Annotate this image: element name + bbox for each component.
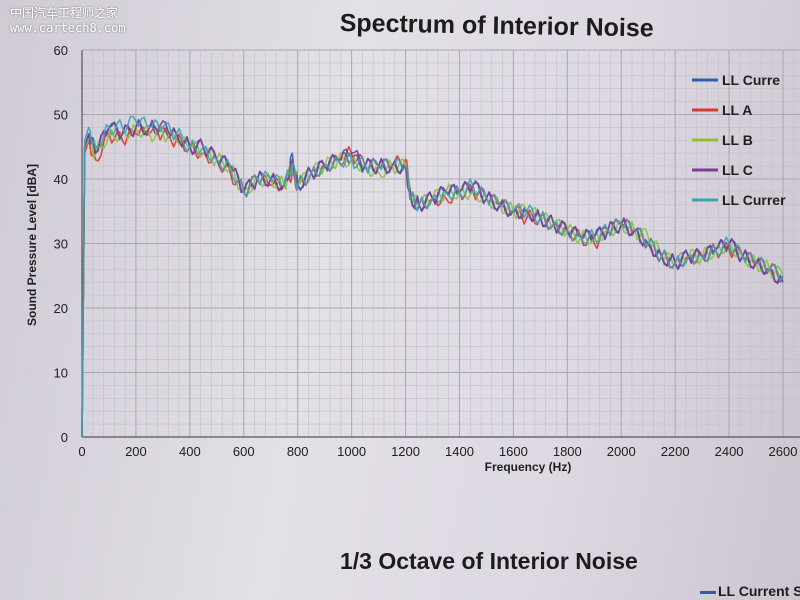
x-tick-label: 1200: [391, 444, 420, 459]
watermark-brand: 中国汽车工程师之家: [10, 6, 119, 20]
series-line-3: [81, 118, 784, 438]
series-line-2: [81, 124, 784, 438]
y-tick-label: 50: [54, 108, 68, 123]
x-tick-label: 400: [179, 444, 201, 459]
second-chart-title: 1/3 Octave of Interior Noise: [340, 548, 638, 574]
y-axis-label: Sound Pressure Level [dBA]: [25, 164, 39, 326]
x-tick-label: 1400: [445, 444, 474, 459]
chart-grid: [81, 49, 800, 438]
x-tick-label: 800: [287, 444, 309, 459]
second-chart-legend-label: LL Current Sp: [718, 583, 800, 599]
x-tick-label: 1000: [337, 444, 366, 459]
x-tick-label: 2600: [769, 444, 798, 459]
legend-label-2: LL B: [722, 132, 753, 148]
y-tick-label: 40: [54, 172, 68, 187]
x-tick-label: 2200: [661, 444, 690, 459]
legend-label-3: LL C: [722, 162, 753, 178]
series-line-1: [81, 125, 784, 438]
legend-label-4: LL Currer: [722, 192, 786, 208]
y-tick-label: 10: [54, 366, 68, 381]
x-tick-label: 2400: [715, 444, 744, 459]
watermark-site: www.cartech8.com: [10, 21, 126, 35]
y-tick-label: 60: [54, 43, 68, 58]
second-chart-legend: LL Current Sp: [700, 583, 800, 599]
watermark: 中国汽车工程师之家 www.cartech8.com: [10, 6, 126, 36]
legend-label-0: LL Curre: [722, 72, 780, 88]
x-tick-label: 0: [78, 444, 85, 459]
y-tick-label: 30: [54, 237, 68, 252]
x-tick-label: 200: [125, 444, 147, 459]
chart-series: [81, 115, 784, 438]
series-line-4: [81, 115, 784, 438]
legend-swatch: [700, 590, 716, 594]
chart-legend: LL Curre LL A LL B LL C LL Currer: [692, 72, 786, 208]
series-line-0: [81, 119, 784, 438]
x-tick-label: 600: [233, 444, 255, 459]
legend-label-1: LL A: [722, 102, 752, 118]
x-tick-label: 1800: [553, 444, 582, 459]
x-tick-label: 2000: [607, 444, 636, 459]
x-axis-label: Frequency (Hz): [485, 460, 572, 474]
x-tick-label: 1600: [499, 444, 528, 459]
y-tick-label: 0: [61, 430, 68, 445]
y-tick-label: 20: [54, 301, 68, 316]
